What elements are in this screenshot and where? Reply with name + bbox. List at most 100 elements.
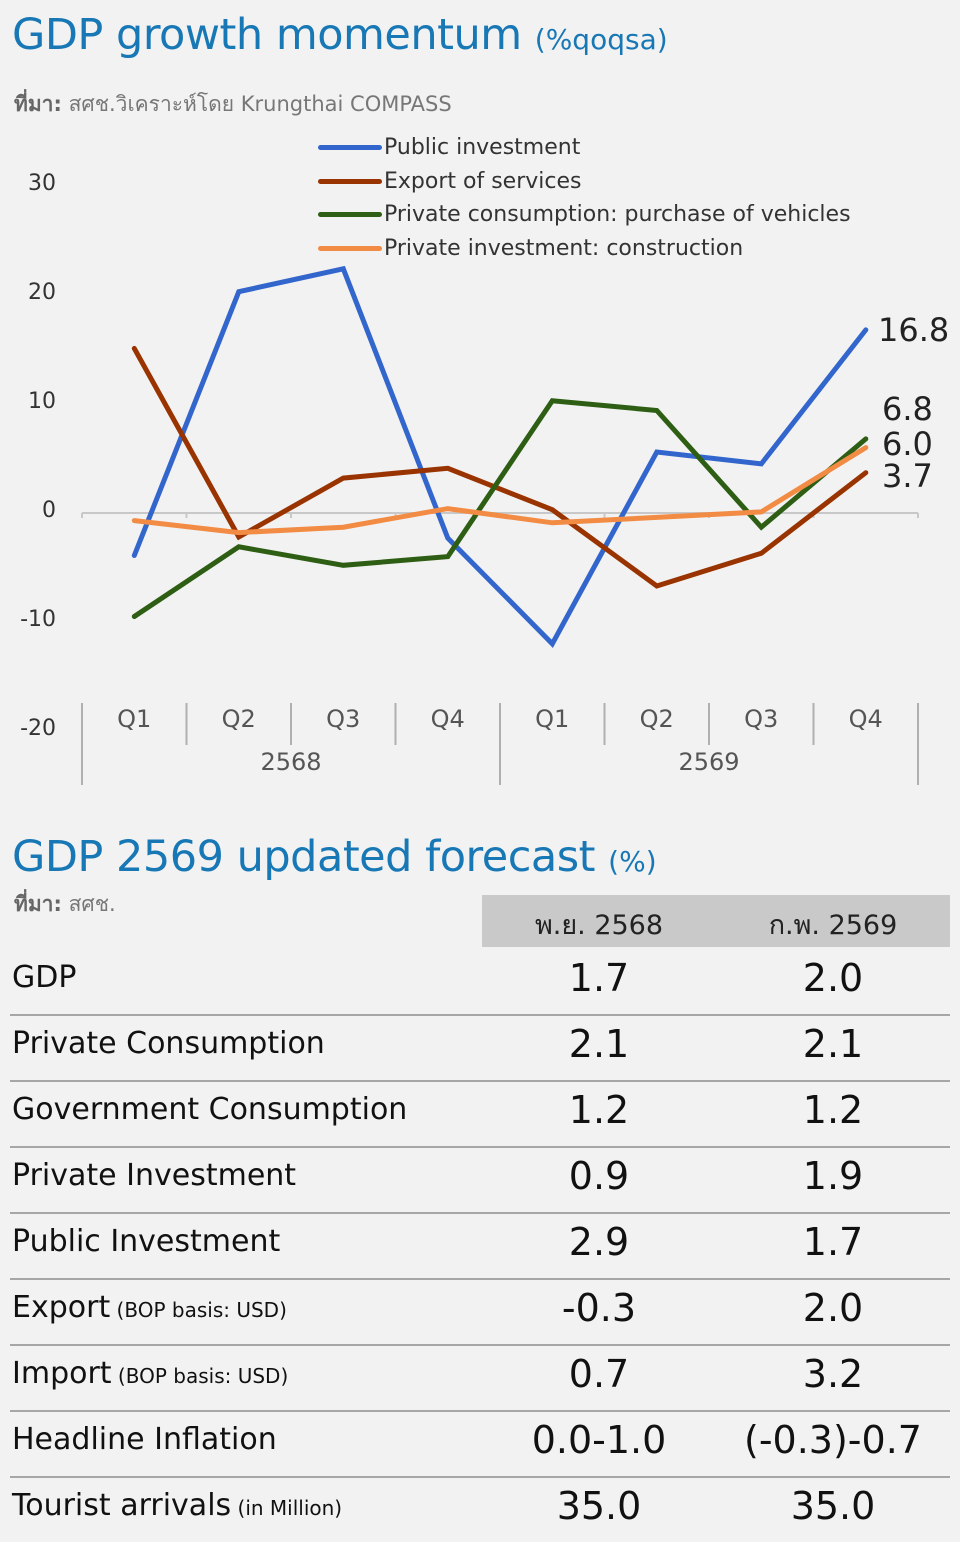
table-row: GDP 1.7 2.0 — [10, 948, 950, 1016]
y-tick-label: 0 — [42, 498, 56, 523]
row-label-note: (BOP basis: USD) — [111, 1364, 289, 1388]
cell-feb-2569: 2.0 — [802, 1286, 864, 1330]
column-header-nov-2568: พ.ย. 2568 — [534, 910, 664, 941]
table-row: Government Consumption 1.2 1.2 — [10, 1080, 950, 1148]
legend-item: Private investment: construction — [318, 232, 851, 266]
legend-label: Private consumption: purchase of vehicle… — [384, 202, 851, 227]
cell-feb-2569: 1.2 — [802, 1088, 864, 1132]
row-label: Headline Inflation — [12, 1422, 277, 1457]
source-label: ที่มา: — [14, 892, 62, 916]
x-group-label: 2569 — [678, 748, 740, 776]
table-source: ที่มา: สศช. — [14, 888, 116, 921]
cell-feb-2569: 1.9 — [802, 1154, 864, 1198]
legend-item: Export of services — [318, 165, 851, 199]
cell-nov-2568: 2.9 — [568, 1220, 630, 1264]
legend-label: Export of services — [384, 168, 582, 194]
legend-item: Public investment — [318, 131, 851, 165]
x-tick-label: Q3 — [326, 705, 361, 733]
row-label-text: Headline Inflation — [12, 1422, 277, 1457]
table-header: พ.ย. 2568 ก.พ. 2569 — [482, 895, 950, 947]
cell-nov-2568: 0.7 — [568, 1352, 630, 1396]
cell-nov-2568: 0.9 — [568, 1154, 630, 1198]
legend-label: Public investment — [384, 135, 581, 160]
legend-swatch — [318, 178, 382, 184]
row-label: GDP — [12, 960, 76, 995]
table-title: GDP 2569 updated forecast (%) — [12, 832, 657, 882]
column-header-feb-2569: ก.พ. 2569 — [768, 910, 898, 941]
row-label: Government Consumption — [12, 1092, 407, 1127]
legend-swatch — [318, 145, 382, 151]
end-data-label: 16.8 — [878, 311, 950, 349]
y-tick-label: -10 — [20, 607, 56, 632]
line-chart — [81, 265, 919, 785]
y-tick-label: 20 — [28, 280, 56, 305]
end-data-label: 6.0 — [882, 425, 933, 463]
x-tick-label: Q1 — [117, 705, 152, 733]
end-data-label: 3.7 — [882, 457, 933, 495]
row-label-text: GDP — [12, 960, 77, 995]
cell-nov-2568: 35.0 — [556, 1484, 642, 1528]
cell-nov-2568: 1.7 — [568, 956, 630, 1000]
end-data-label: 6.8 — [882, 390, 933, 428]
table-title-text: GDP 2569 updated forecast — [12, 832, 596, 882]
row-label-note: (BOP basis: USD) — [110, 1298, 287, 1322]
row-label-text: Government Consumption — [12, 1092, 408, 1127]
row-label: Import (BOP basis: USD) — [12, 1356, 288, 1391]
x-tick-label: Q1 — [535, 705, 570, 733]
x-tick-label: Q3 — [744, 705, 779, 733]
legend-label: Private investment: construction — [384, 235, 744, 261]
y-tick-label: -20 — [20, 716, 56, 741]
row-label-note: (in Million) — [231, 1496, 343, 1520]
table-row: Tourist arrivals (in Million) 35.0 35.0 — [10, 1476, 950, 1542]
cell-feb-2569: (-0.3)-0.7 — [744, 1418, 922, 1462]
x-tick-label: Q2 — [221, 705, 256, 733]
table-row: Export (BOP basis: USD) -0.3 2.0 — [10, 1278, 950, 1346]
table-title-unit: (%) — [608, 845, 657, 878]
chart-legend: Public investment Export of services Priva… — [318, 131, 851, 265]
cell-feb-2569: 1.7 — [802, 1220, 864, 1264]
cell-nov-2568: 1.2 — [568, 1088, 630, 1132]
row-label-text: Import — [12, 1356, 112, 1391]
x-tick-label: Q4 — [848, 705, 883, 733]
cell-feb-2569: 35.0 — [790, 1484, 876, 1528]
series-line-export-of-services — [131, 345, 869, 589]
chart-title-unit: (%qoqsa) — [534, 23, 668, 56]
row-label: Private Investment — [12, 1158, 296, 1193]
row-label-text: Private Investment — [12, 1158, 297, 1193]
x-tick-label: Q4 — [430, 705, 465, 733]
y-tick-label: 10 — [28, 389, 56, 414]
row-label: Tourist arrivals (in Million) — [12, 1488, 342, 1523]
y-tick-label: 30 — [28, 171, 56, 196]
table-row: Private Investment 0.9 1.9 — [10, 1146, 950, 1214]
row-label: Export (BOP basis: USD) — [12, 1290, 287, 1325]
source-label: ที่มา: — [14, 92, 62, 116]
series-line-private-consumption-purchase-of-vehicles — [131, 398, 869, 619]
chart-title-text: GDP growth momentum — [12, 10, 522, 60]
cell-feb-2569: 2.0 — [802, 956, 864, 1000]
row-label-text: Public Investment — [12, 1224, 281, 1259]
table-row: Headline Inflation 0.0-1.0 (-0.3)-0.7 — [10, 1410, 950, 1478]
cell-nov-2568: -0.3 — [561, 1286, 637, 1330]
row-label-text: Tourist arrivals — [12, 1488, 232, 1523]
source-text: สศช. — [68, 892, 116, 916]
row-label: Private Consumption — [12, 1026, 325, 1061]
table-row: Import (BOP basis: USD) 0.7 3.2 — [10, 1344, 950, 1412]
table-row: Public Investment 2.9 1.7 — [10, 1212, 950, 1280]
source-text: สศช.วิเคราะห์โดย Krungthai COMPASS — [68, 92, 452, 116]
chart-title: GDP growth momentum (%qoqsa) — [12, 10, 668, 60]
table-row: Private Consumption 2.1 2.1 — [10, 1014, 950, 1082]
row-label-text: Private Consumption — [12, 1026, 325, 1061]
legend-swatch — [318, 212, 382, 218]
series-line-private-investment-construction — [131, 445, 869, 536]
row-label-text: Export — [12, 1290, 111, 1325]
x-tick-label: Q2 — [639, 705, 674, 733]
cell-feb-2569: 3.2 — [802, 1352, 864, 1396]
row-label: Public Investment — [12, 1224, 280, 1259]
legend-item: Private consumption: purchase of vehicle… — [318, 198, 851, 232]
cell-feb-2569: 2.1 — [802, 1022, 864, 1066]
series-line-public-investment — [131, 265, 869, 648]
x-group-label: 2568 — [260, 748, 322, 776]
chart-source: ที่มา: สศช.วิเคราะห์โดย Krungthai COMPAS… — [14, 88, 452, 121]
cell-nov-2568: 2.1 — [568, 1022, 630, 1066]
cell-nov-2568: 0.0-1.0 — [531, 1418, 667, 1462]
